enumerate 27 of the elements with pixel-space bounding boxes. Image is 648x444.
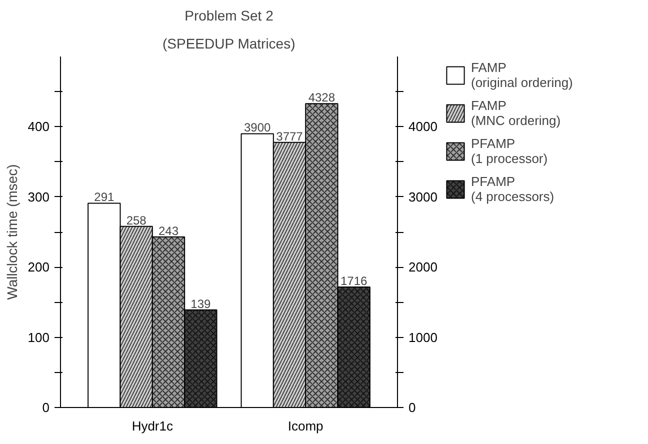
data-label: 139 bbox=[190, 296, 211, 311]
data-label: 3900 bbox=[244, 120, 272, 135]
data-label: 243 bbox=[158, 224, 179, 238]
y-tick-label: 0 bbox=[42, 400, 50, 415]
data-label: 3777 bbox=[276, 129, 304, 144]
legend-label: PFAMP (1 processor) bbox=[471, 136, 548, 166]
y2-tick-label: 1000 bbox=[408, 330, 438, 345]
x-tick-label: Icomp bbox=[288, 418, 324, 434]
y-tick-label: 200 bbox=[28, 260, 50, 275]
legend-label: FAMP (MNC ordering) bbox=[471, 98, 561, 128]
data-label: 258 bbox=[126, 213, 147, 228]
chart-subtitle: (SPEEDUP Matrices) bbox=[162, 36, 296, 52]
x-tick-label: Hydr1c bbox=[132, 418, 174, 434]
data-label: 4328 bbox=[308, 90, 336, 105]
data-label: 1716 bbox=[340, 274, 368, 288]
y-tick-label: 400 bbox=[28, 119, 50, 134]
legend-label: PFAMP (4 processors) bbox=[471, 174, 554, 204]
chart-title: Problem Set 2 bbox=[184, 8, 274, 24]
y-tick-label: 300 bbox=[28, 189, 50, 204]
data-label: 291 bbox=[94, 190, 114, 204]
y2-tick-label: 3000 bbox=[408, 189, 438, 204]
y2-tick-label: 4000 bbox=[408, 119, 438, 134]
y-tick-label: 100 bbox=[28, 330, 50, 345]
y-axis-title: Wallclock time (msec) bbox=[4, 164, 20, 300]
y2-tick-label: 2000 bbox=[408, 260, 438, 275]
legend-label: FAMP (original ordering) bbox=[471, 60, 573, 90]
y2-tick-label: 0 bbox=[408, 400, 416, 415]
